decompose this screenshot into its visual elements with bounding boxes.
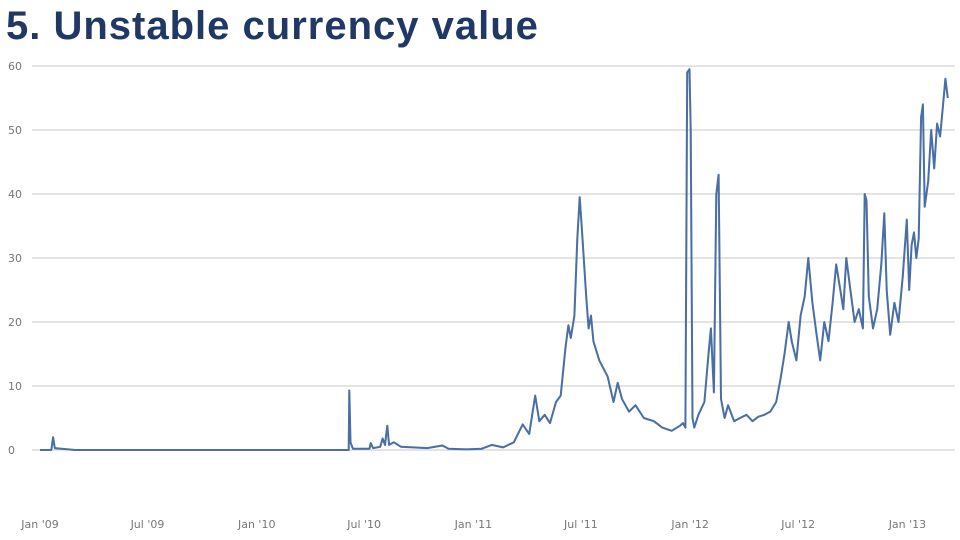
- y-tick-label: 30: [8, 252, 22, 265]
- y-tick-label: 60: [8, 60, 22, 73]
- y-tick-label: 0: [8, 444, 15, 457]
- series-layer: [40, 68, 949, 451]
- slide-title: 5. Unstable currency value: [6, 4, 539, 48]
- x-tick-label: Jul '12: [780, 518, 815, 531]
- x-tick-label: Jul '11: [563, 518, 598, 531]
- series-line: [40, 68, 949, 451]
- y-grid: [32, 65, 955, 451]
- y-tick-label: 20: [8, 316, 22, 329]
- x-tick-label: Jul '09: [130, 518, 165, 531]
- y-tick-label: 50: [8, 124, 22, 137]
- y-tick-label: 10: [8, 380, 22, 393]
- x-axis-labels: Jan '09 Jul '09 Jan '10 Jul '10 Jan '11 Jul '…: [20, 518, 926, 531]
- x-tick-label: Jan '12: [670, 518, 708, 531]
- x-tick-label: Jan '09: [20, 518, 58, 531]
- x-tick-label: Jan '10: [237, 518, 275, 531]
- y-tick-label: 40: [8, 188, 22, 201]
- y-axis-labels: 0 10 20 30 40 50 60: [8, 60, 22, 457]
- x-tick-label: Jul '10: [346, 518, 381, 531]
- x-tick-label: Jan '11: [454, 518, 492, 531]
- series-line-shadow: [40, 68, 949, 451]
- x-tick-label: Jan '13: [888, 518, 926, 531]
